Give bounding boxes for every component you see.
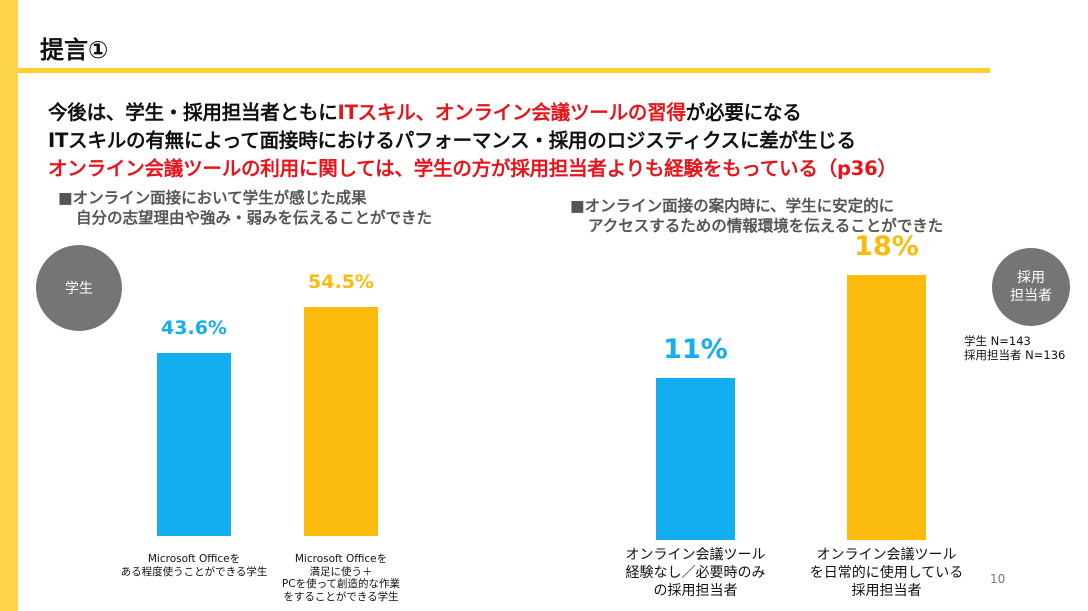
sample-size-students: 学生 N=143: [964, 334, 1031, 348]
chart2-bar-1: [656, 377, 735, 540]
headline-line-2: ITスキルの有無によって面接時におけるパフォーマンス・採用のロジスティクスに差が…: [48, 129, 856, 152]
chart1-value-label-2: 54.5%: [308, 271, 374, 294]
chart2-value-label-1: 11%: [663, 333, 728, 365]
title-underline: [18, 68, 990, 73]
left-subtitle: ■オンライン面接において学生が感じた成果 自分の志望理由や強み・弱みを伝えること…: [58, 188, 432, 228]
left-accent-strip: [0, 0, 18, 611]
headline-line-3: オンライン会議ツールの利用に関しては、学生の方が採用担当者よりも経験をもっている…: [48, 157, 897, 180]
chart1-value-label-1: 43.6%: [161, 316, 227, 339]
chart1-category-label-1: Microsoft Officeを ある程度使うことができる学生: [120, 553, 268, 578]
left-subtitle-line-2: 自分の志望理由や強み・弱みを伝えることができた: [76, 209, 433, 227]
chart1-bar-1: [157, 352, 231, 536]
slide-title: 提言①: [40, 36, 109, 64]
chart2-value-label-2: 18%: [854, 230, 919, 262]
recruiter-badge-line-2: 担当者: [1010, 288, 1052, 304]
chart1-bar-2: [304, 307, 378, 536]
chart2-category-label-1: オンライン会議ツール 経験なし／必要時のみ の採用担当者: [625, 547, 766, 599]
left-subtitle-line-1: ■オンライン面接において学生が感じた成果: [58, 189, 367, 207]
headline-line-1: 今後は、学生・採用担当者ともにITスキル、オンライン会議ツールの習得が必要になる: [48, 96, 802, 125]
chart2-bar-2: [847, 274, 926, 540]
headline-1-part-3: が必要になる: [685, 101, 802, 124]
student-badge-label: 学生: [65, 281, 93, 297]
recruiter-badge: 採用 担当者: [992, 248, 1070, 326]
headline-1-part-1: 今後は、学生・採用担当者ともに: [48, 101, 338, 124]
recruiter-badge-line-1: 採用: [1017, 270, 1045, 286]
sample-size-note: 学生 N=143 採用担当者 N=136: [964, 334, 1065, 362]
student-badge: 学生: [36, 245, 122, 331]
right-subtitle: ■オンライン面接の案内時に、学生に安定的に アクセスするための情報環境を伝えるこ…: [570, 196, 943, 236]
headline-1-emphasis: ITスキル、オンライン会議ツールの習得: [337, 101, 686, 124]
sample-size-recruiters: 採用担当者 N=136: [964, 348, 1066, 362]
right-subtitle-line-1: ■オンライン面接の案内時に、学生に安定的に: [570, 197, 895, 215]
page-number: 10: [990, 572, 1006, 586]
right-subtitle-line-2: アクセスするための情報環境を伝えることができた: [588, 217, 944, 235]
chart1-category-label-2: Microsoft Officeを 満足に使う＋ PCを使って創造的な作業 をすること…: [281, 553, 401, 603]
chart2-category-label-2: オンライン会議ツール を日常的に使用している 採用担当者: [809, 547, 964, 599]
